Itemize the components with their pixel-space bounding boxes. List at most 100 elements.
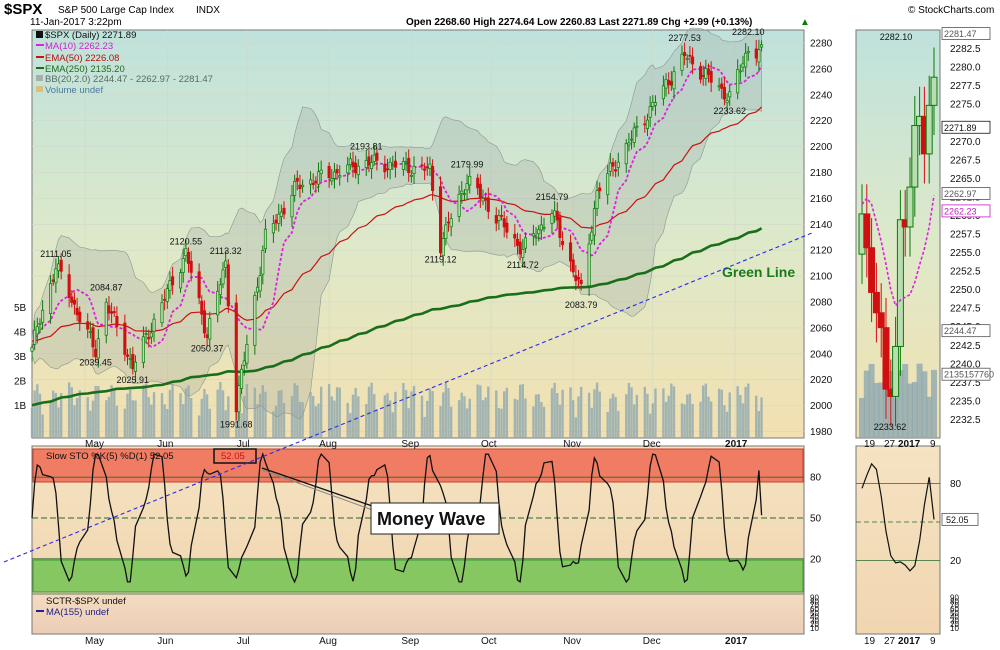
price-panel: 2111.05 2039.45 2084.87 2025.91 2120.55 2050.… (14, 27, 833, 439)
x-tick-label: Sep (401, 439, 419, 450)
candle-body (112, 311, 116, 313)
candle-body (744, 52, 748, 68)
legend-volume: Volume undef (45, 85, 103, 96)
x-tick-label-lower: Aug (319, 636, 337, 647)
candle-body (348, 158, 352, 165)
volume-bar (319, 386, 323, 438)
volume-bar (487, 386, 490, 438)
volume-bar (123, 408, 127, 438)
volume-bar (577, 396, 580, 438)
candle-body (664, 79, 668, 89)
candle-body (523, 237, 527, 249)
candle-body (171, 276, 175, 286)
candle-body (144, 333, 148, 335)
volume-bar (78, 390, 81, 438)
volume-bar (330, 396, 333, 438)
y-tick-label: 2180 (810, 168, 833, 179)
volume-bar (317, 403, 320, 438)
volume-bar (579, 386, 583, 438)
zoom-price-axis: 2232.52235.02237.52240.02242.52245.02247… (874, 27, 994, 432)
volume-bar (335, 387, 339, 438)
candle-body (216, 290, 220, 316)
candle-body (261, 250, 265, 275)
candle-body (632, 127, 636, 143)
volume-bar (391, 412, 394, 438)
zoom-volume-bar (863, 370, 870, 438)
sctr-tick-label: 60 (810, 605, 819, 614)
candle-body (476, 177, 480, 189)
volume-bar (240, 413, 243, 438)
candle-body (661, 85, 665, 100)
candle-body (271, 223, 275, 234)
y-tick-label: 2200 (810, 142, 833, 153)
zoom-y-tick-label: 2265.0 (950, 174, 981, 185)
candle-body (391, 164, 395, 167)
candle-body (592, 208, 596, 236)
candle-body (200, 300, 204, 315)
zoom-y-tick-label: 2235.0 (950, 396, 981, 407)
volume-bar (707, 396, 710, 438)
volume-bar (184, 388, 188, 438)
ema250-line (31, 227, 763, 407)
volume-tick-label: 4B (14, 328, 27, 339)
zoom-upper-tag-box (941, 27, 991, 40)
volume-bar (747, 383, 750, 438)
legend-swatch-bb (36, 75, 43, 81)
volume-bar (741, 403, 745, 438)
zoom-y-tick-label: 2232.5 (950, 415, 981, 426)
volume-bar (402, 383, 405, 438)
candle-body (521, 249, 525, 258)
candle-body (221, 269, 225, 285)
sctr-tick-label: 90 (810, 594, 819, 603)
candle-body (149, 332, 153, 338)
candle-body (409, 174, 413, 177)
candle-body (202, 310, 206, 334)
candle-body (258, 275, 262, 292)
candle-body (725, 100, 729, 104)
volume-bar (561, 389, 564, 438)
y-tick-label: 2120 (810, 246, 833, 257)
volume-bar (426, 400, 429, 438)
volume-bar (367, 386, 371, 438)
zoom-volume-bar (859, 398, 865, 438)
volume-bar (197, 415, 201, 438)
volume-bar (404, 389, 408, 438)
stochastic-grid (32, 476, 804, 560)
zoom-candle-body (925, 104, 933, 155)
candle-body (465, 183, 469, 191)
zoom-candle-body (896, 219, 904, 347)
volume-bar (460, 392, 463, 438)
volume-bar (569, 387, 572, 438)
candle-body (741, 63, 745, 68)
candle-body (736, 69, 740, 94)
zoom-high-label: 2282.10 (880, 32, 913, 42)
zoom-sctr-tick: 10 (950, 624, 959, 633)
volume-bar (614, 396, 617, 438)
zoom-x-tick-lower: 2017 (898, 636, 921, 647)
zoom-y-tick-label: 2240.0 (950, 359, 981, 370)
candle-body (293, 180, 297, 196)
candle-body (669, 80, 673, 86)
zoom-lower-tag: 2244.47 (944, 326, 977, 336)
candle-body (335, 169, 339, 174)
volume-bar (168, 389, 172, 438)
candle-body (279, 211, 283, 217)
candle-body (372, 154, 376, 162)
volume-bar (755, 395, 758, 438)
symbol-title: $SPX (4, 1, 42, 18)
sctr-tick-label: 50 (810, 609, 819, 618)
candle-body (274, 219, 278, 224)
candle-body (462, 193, 466, 195)
candle-body (295, 177, 299, 182)
candle-body (163, 298, 167, 301)
candle-body (431, 165, 435, 191)
zoom-x-tick-lower: 9 (930, 636, 936, 647)
volume-bar (131, 400, 135, 438)
price-label: 2039.45 (79, 358, 112, 368)
candle-body (537, 229, 541, 235)
volume-bar (537, 394, 540, 438)
oversold-band (32, 559, 804, 593)
price-label: 2179.99 (451, 159, 484, 169)
volume-bar (635, 394, 639, 438)
zoom-sctr-tick: 60 (950, 605, 959, 614)
